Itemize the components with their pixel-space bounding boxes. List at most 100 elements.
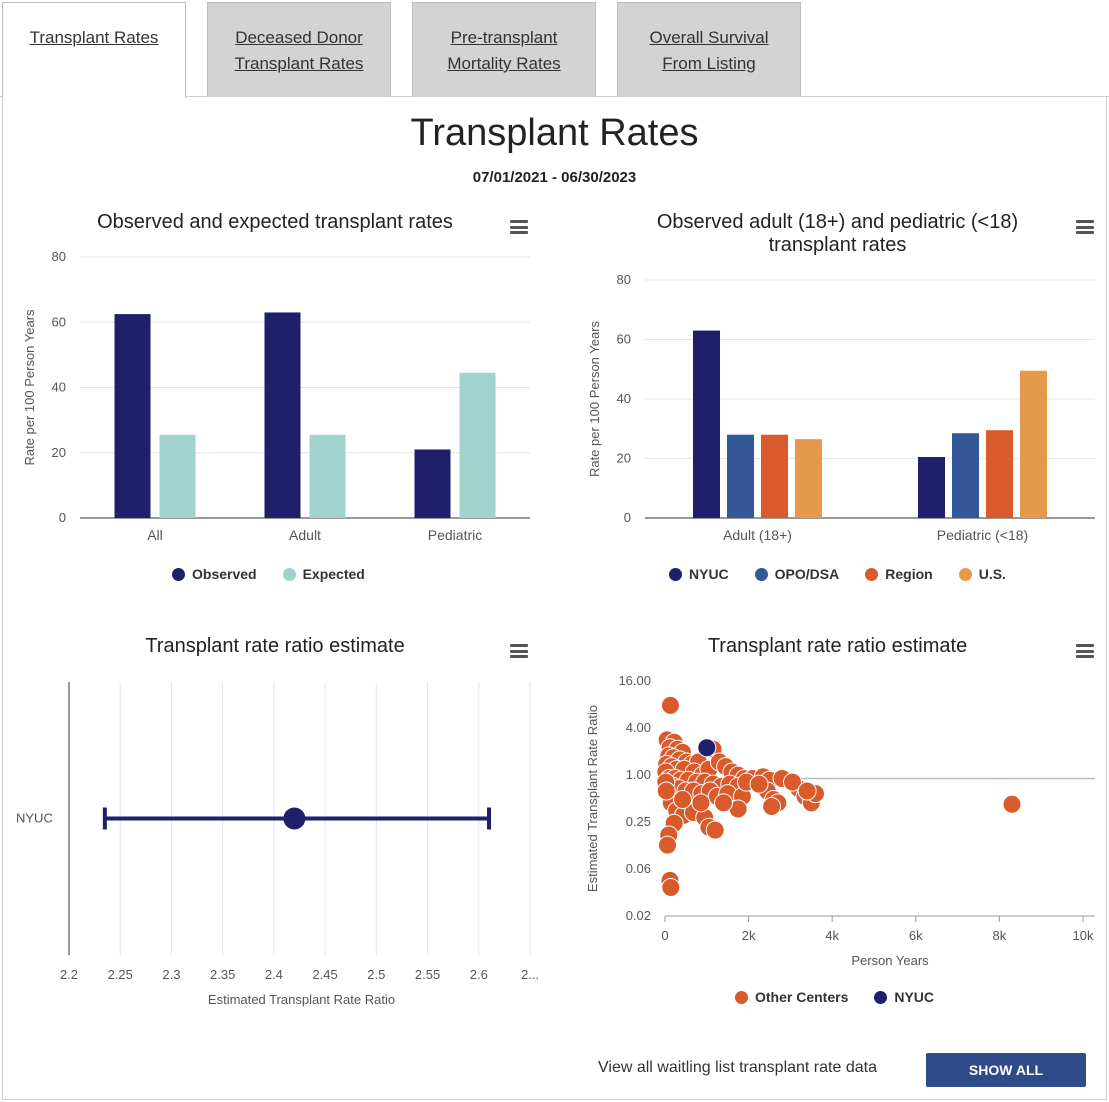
scatter-point xyxy=(673,789,693,809)
y-tick-label: 0.06 xyxy=(626,861,651,876)
x-tick-label: All xyxy=(147,527,163,543)
y-axis-title: Estimated Transplant Rate Ratio xyxy=(585,705,600,892)
tab-label-line1: Overall Survival xyxy=(649,28,769,47)
y-tick-label: 0.02 xyxy=(626,908,651,923)
footer-text: View all waitling list transplant rate d… xyxy=(598,1059,877,1076)
bar xyxy=(264,312,301,518)
y-tick-label: 40 xyxy=(617,391,631,406)
tab-label-line1: Deceased Donor xyxy=(235,28,363,47)
legend-label: Observed xyxy=(192,566,257,582)
chart-legend: NYUC OPO/DSA Region U.S. xyxy=(669,566,1006,582)
x-axis-title: Person Years xyxy=(851,953,929,968)
tab-pretransplant-mortality-rates[interactable]: Pre-transplant Mortality Rates xyxy=(412,2,596,97)
tab-overall-survival-from-listing[interactable]: Overall Survival From Listing xyxy=(617,2,801,97)
scatter-point xyxy=(749,774,769,794)
scatter-point xyxy=(697,738,717,758)
scatter-point xyxy=(782,772,802,792)
tab-label-line2: Mortality Rates xyxy=(447,54,561,73)
y-tick-label: 0.25 xyxy=(626,814,651,829)
x-tick-label: Pediatric xyxy=(428,527,482,543)
legend-item[interactable]: Other Centers xyxy=(735,989,848,1005)
legend-label: U.S. xyxy=(978,566,1006,582)
x-tick-label: 10k xyxy=(1073,928,1094,943)
page-title: Transplant Rates xyxy=(410,112,699,154)
chart-plot: 0 20 40 60 80 Rate per 100 Person Years All Adu… xyxy=(22,249,530,543)
scatter-point xyxy=(661,877,681,897)
estimate-point xyxy=(283,807,306,830)
legend-marker xyxy=(754,567,768,581)
hamburger-menu-icon[interactable] xyxy=(510,220,528,234)
scatter-point xyxy=(691,793,711,813)
chart-title: Transplant rate ratio estimate xyxy=(145,635,405,657)
legend-item[interactable]: Expected xyxy=(282,566,365,582)
x-tick-label: 2.2 xyxy=(60,967,78,982)
tab-label-line2: From Listing xyxy=(662,54,756,73)
adult-pediatric-chart: Observed adult (18+) and pediatric (<18)… xyxy=(575,205,1100,595)
y-tick-label: 1.00 xyxy=(626,767,651,782)
hamburger-menu-icon[interactable] xyxy=(1076,220,1094,234)
x-tick-label: 2.6 xyxy=(470,967,488,982)
date-range: 07/01/2021 - 06/30/2023 xyxy=(472,169,637,186)
chart-title: Observed and expected transplant rates xyxy=(97,211,453,233)
y-tick-label: 80 xyxy=(52,249,66,264)
legend-label: Other Centers xyxy=(755,989,849,1005)
legend-marker xyxy=(669,567,682,581)
bar xyxy=(159,434,196,518)
legend-item[interactable]: U.S. xyxy=(958,566,1006,582)
tab-transplant-rates[interactable]: Transplant Rates xyxy=(2,2,186,98)
rate-ratio-estimate-chart: Transplant rate ratio estimate 2.2 2.25 2.… xyxy=(10,630,540,1015)
scatter-point xyxy=(658,835,678,855)
legend-label: Region xyxy=(885,566,933,582)
y-tick-label: 80 xyxy=(617,272,631,287)
y-axis-title: Rate per 100 Person Years xyxy=(22,309,37,466)
legend-item[interactable]: NYUC xyxy=(669,566,729,582)
y-tick-label: 4.00 xyxy=(626,720,651,735)
legend-item[interactable]: Observed xyxy=(172,566,257,582)
bar xyxy=(309,434,346,518)
x-tick-label: 2.4 xyxy=(265,967,283,982)
x-tick-label: Adult (18+) xyxy=(723,527,792,543)
scatter-point xyxy=(762,797,782,817)
legend-marker xyxy=(735,990,748,1004)
tab-label: Transplant Rates xyxy=(29,28,159,47)
legend-label: NYUC xyxy=(894,989,935,1005)
scatter-point xyxy=(714,793,734,813)
y-axis-title: Rate per 100 Person Years xyxy=(587,320,602,477)
y-tick-label: 16.00 xyxy=(618,673,651,688)
y-tick-label: 20 xyxy=(52,445,66,460)
hamburger-menu-icon[interactable] xyxy=(1076,644,1094,658)
tab-bar: Transplant Rates Deceased Donor Transpla… xyxy=(0,0,1109,98)
tab-deceased-donor-transplant-rates[interactable]: Deceased Donor Transplant Rates xyxy=(207,2,391,97)
x-tick-label: 6k xyxy=(909,928,923,943)
bar xyxy=(414,449,451,518)
y-tick-label: 0 xyxy=(59,510,66,525)
tab-label-line2: Transplant Rates xyxy=(234,54,364,73)
legend-item[interactable]: NYUC xyxy=(874,989,934,1005)
tab-label-line1: Pre-transplant xyxy=(450,28,558,47)
x-tick-label: 2.55 xyxy=(415,967,440,982)
x-tick-label: 2k xyxy=(742,928,756,943)
y-tick-label: 0 xyxy=(624,510,631,525)
show-all-button[interactable]: SHOW ALL xyxy=(926,1053,1086,1087)
x-tick-label: 2.3 xyxy=(162,967,180,982)
legend-item[interactable]: OPO/DSA xyxy=(754,566,840,582)
y-tick-label: 40 xyxy=(52,380,66,395)
legend-label: OPO/DSA xyxy=(774,566,840,582)
legend-marker xyxy=(282,567,296,581)
scatter-point xyxy=(660,695,680,715)
bar xyxy=(918,457,945,518)
bar xyxy=(693,330,720,518)
chart-legend: Other Centers NYUC xyxy=(735,989,934,1005)
hamburger-menu-icon[interactable] xyxy=(510,644,528,658)
legend-marker xyxy=(865,567,879,581)
x-tick-label: 2.35 xyxy=(210,967,235,982)
x-tick-label: Adult xyxy=(289,527,321,543)
chart-plot: 0 20 40 60 80 Rate per 100 Person Years Adult … xyxy=(587,272,1095,543)
legend-item[interactable]: Region xyxy=(865,566,933,582)
legend-marker xyxy=(172,567,185,581)
bar xyxy=(986,430,1013,518)
tab-panel xyxy=(2,96,1107,1100)
chart-plot: 0.02 0.06 0.25 1.00 4.00 16.00 0 2k 4k 6k 8k 10k Per… xyxy=(585,673,1095,968)
scatter-point xyxy=(1002,794,1022,814)
scatter-point xyxy=(705,820,725,840)
